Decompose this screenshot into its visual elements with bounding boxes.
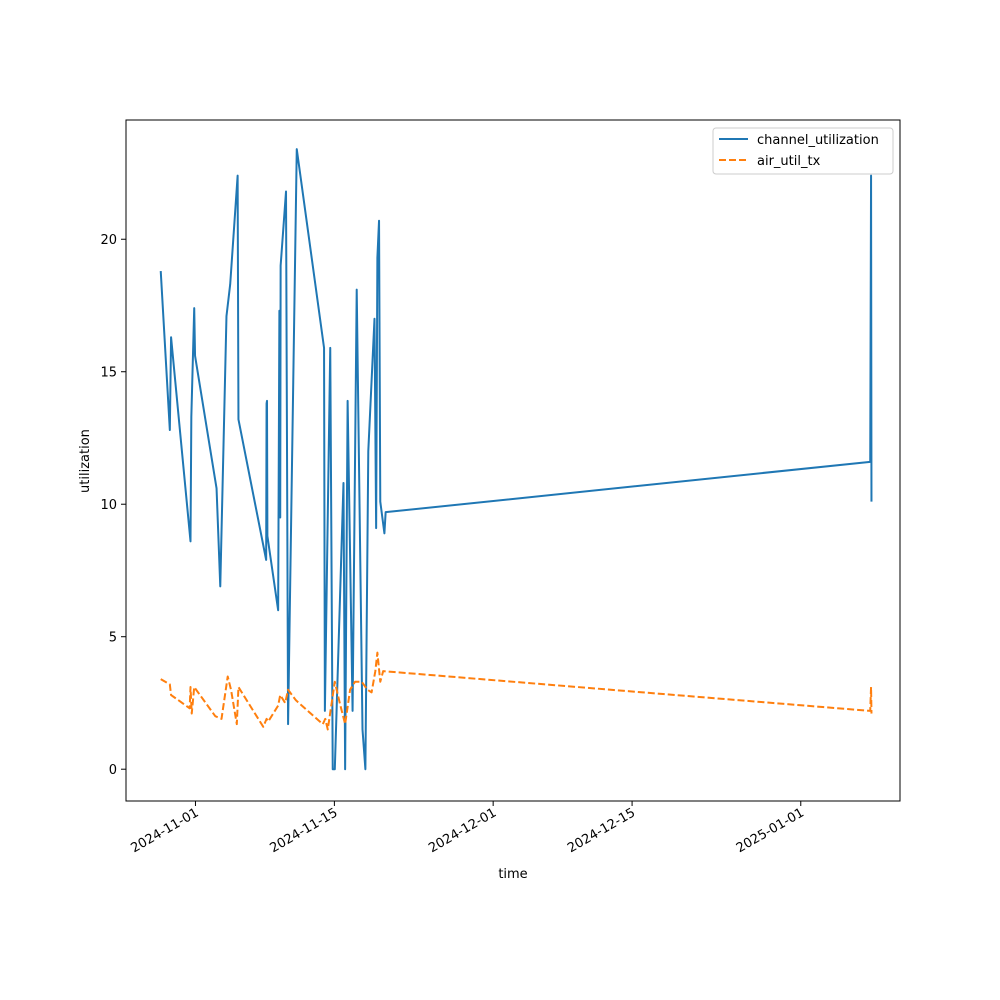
series-line-air-util-tx [160,651,873,731]
x-tick-label: 2025-01-01 [734,805,807,856]
x-tick-label: 2024-12-15 [565,805,638,856]
x-tick-label: 2024-11-01 [129,805,202,856]
legend: channel_utilization air_util_tx [712,127,894,175]
x-axis-ticks: 2024-11-01 2024-11-15 2024-12-01 2024-12-15… [129,801,807,856]
y-tick-label: 5 [109,631,117,646]
y-axis-label: utilization [78,429,93,493]
plot-frame [125,119,901,802]
legend-box [712,127,894,175]
series-layer [159,148,873,771]
y-axis-ticks: 0 5 10 15 20 [100,233,126,778]
series-line-channel-utilization [159,148,873,771]
legend-label-air-util-tx: air_util_tx [757,154,821,169]
legend-label-channel-utilization: channel_utilization [757,133,879,148]
x-tick-label: 2024-11-15 [267,805,340,856]
y-tick-label: 0 [109,763,117,778]
x-axis-label: time [498,867,527,882]
y-tick-label: 10 [100,498,117,513]
y-tick-label: 15 [100,366,117,381]
y-tick-label: 20 [100,233,117,248]
x-tick-label: 2024-12-01 [426,805,499,856]
